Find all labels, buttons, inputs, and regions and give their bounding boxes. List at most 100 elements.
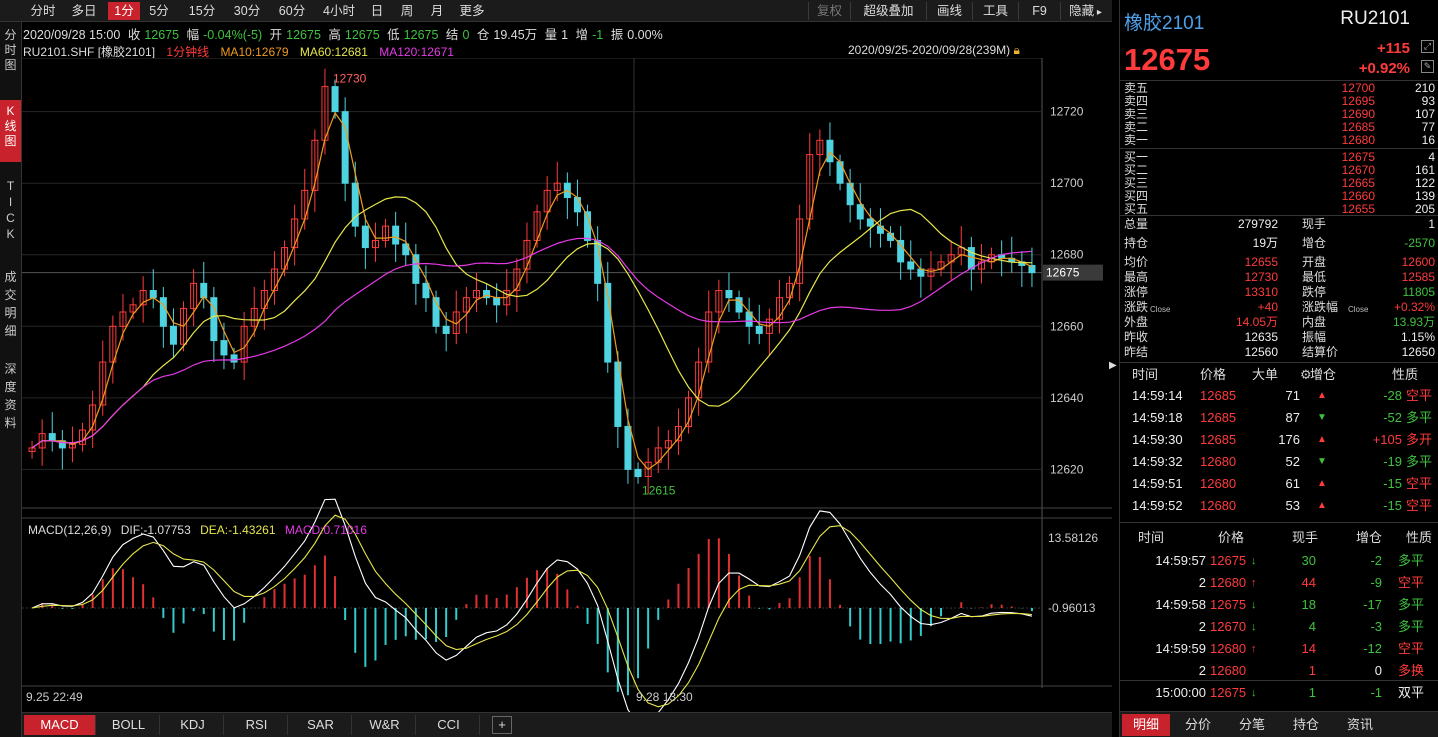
- big-order-row[interactable]: 14:59:51 12680 61 ▲ -15 空平: [1120, 473, 1438, 495]
- orderbook-volume: 93: [1421, 94, 1435, 108]
- nav-depth-data[interactable]: 深 度 资 料: [4, 362, 17, 430]
- nav-fenshi-chart[interactable]: 分 时 图: [4, 28, 17, 72]
- tab-ticks[interactable]: 分笔: [1238, 717, 1265, 732]
- tools-button[interactable]: 工具: [972, 2, 1018, 20]
- tick-type: 多平: [1398, 553, 1425, 568]
- candle-body: [543, 189, 551, 213]
- candle-body: [614, 361, 622, 427]
- tick-row[interactable]: 14:59:58 12675 ↓ 18 -17 多平: [1120, 594, 1438, 616]
- tick-row[interactable]: 2 12680 ↑ 44 -9 空平: [1120, 572, 1438, 594]
- tab-sar[interactable]: SAR: [290, 715, 352, 735]
- big-order-row[interactable]: 14:59:14 12685 71 ▲ -28 空平: [1120, 385, 1438, 407]
- tick-row[interactable]: 14:59:57 12675 ↓ 30 -2 多平: [1120, 550, 1438, 572]
- period-tab-15min[interactable]: 15分: [188, 4, 216, 18]
- tab-boll[interactable]: BOLL: [98, 715, 160, 735]
- orderbook-row[interactable]: 买二 161 12670: [1124, 164, 1435, 177]
- macd-top-label: 13.58126: [1048, 531, 1098, 545]
- stat-value: 12585: [1401, 270, 1435, 284]
- tab-news[interactable]: 资讯: [1346, 717, 1373, 732]
- tick-time: 15:00:00: [1155, 685, 1206, 700]
- period-tab-month[interactable]: 月: [430, 4, 444, 18]
- period-tab-5min[interactable]: 5分: [149, 4, 169, 18]
- add-indicator-icon[interactable]: +: [492, 716, 512, 734]
- orderbook-volume: 205: [1414, 202, 1435, 216]
- super-overlay-button[interactable]: 超级叠加: [850, 2, 926, 20]
- arrow-up-icon: ↑: [1251, 577, 1257, 589]
- period-tab-1min[interactable]: 1分: [108, 2, 140, 20]
- restore-rights-button[interactable]: 复权: [808, 2, 850, 20]
- orderbook-row[interactable]: 卖四 93 12695: [1124, 95, 1435, 108]
- big-order-row[interactable]: 14:59:52 12680 53 ▲ -15 空平: [1120, 495, 1438, 517]
- big-order-row[interactable]: 14:59:32 12680 52 ▼ -19 多平: [1120, 451, 1438, 473]
- tab-details[interactable]: 明细: [1122, 714, 1170, 736]
- period-tab-60min[interactable]: 60分: [278, 4, 306, 18]
- tab-kdj[interactable]: KDJ: [162, 715, 224, 735]
- edit-icon[interactable]: ✎: [1421, 60, 1434, 73]
- orderbook-row[interactable]: 买三 122 12665: [1124, 177, 1435, 190]
- column-header: 增仓: [1356, 530, 1383, 545]
- stat-row: 涨停 13310 跌停 11805: [1124, 286, 1435, 301]
- orderbook-row[interactable]: 买一 4 12675: [1124, 151, 1435, 164]
- tab-cci[interactable]: CCI: [418, 715, 480, 735]
- big-order-row[interactable]: 14:59:18 12685 87 ▼ -52 多平: [1120, 407, 1438, 429]
- candle-body: [664, 440, 672, 449]
- candle-body: [705, 311, 713, 363]
- period-tab-multiday[interactable]: 多日: [71, 4, 97, 18]
- orderbook-row[interactable]: 卖五 210 12700: [1124, 82, 1435, 95]
- period-tab-fenshi[interactable]: 分时: [30, 4, 56, 18]
- orderbook-volume: 161: [1414, 163, 1435, 177]
- big-order-row[interactable]: 14:59:30 12685 176 ▲ +105 多开: [1120, 429, 1438, 451]
- tick-row[interactable]: 14:59:59 12680 ↑ 14 -12 空平: [1120, 638, 1438, 660]
- period-tab-week[interactable]: 周: [400, 4, 414, 18]
- orderbook-price-r: 12660: [1341, 189, 1375, 203]
- tab-wr[interactable]: W&R: [354, 715, 416, 735]
- period-tab-4hour[interactable]: 4小时: [323, 4, 355, 18]
- tab-rsi[interactable]: RSI: [226, 715, 288, 735]
- orderbook-price-r: 12690: [1341, 107, 1375, 121]
- vol-label: 量: [544, 28, 558, 42]
- nav-kline-chart[interactable]: K 线 图: [0, 100, 21, 162]
- trade-oi-change: -15: [1383, 498, 1402, 513]
- draw-line-button[interactable]: 画线: [926, 2, 972, 20]
- period-tab-30min[interactable]: 30分: [233, 4, 261, 18]
- y-tick-label: 12660: [1050, 319, 1084, 333]
- last-price: 12675: [1124, 42, 1211, 77]
- period-tab-day[interactable]: 日: [370, 4, 384, 18]
- lock-icon[interactable]: 🔒︎: [1013, 43, 1020, 57]
- trade-oi-change: +105: [1372, 432, 1402, 447]
- nav-trade-details[interactable]: 成 交 明 细: [4, 270, 17, 338]
- tick-volume: 30: [1301, 553, 1316, 568]
- f9-button[interactable]: F9: [1018, 2, 1060, 20]
- orderbook-row[interactable]: 买五 205 12655: [1124, 203, 1435, 216]
- collapse-panel-icon[interactable]: ▶: [1109, 360, 1117, 371]
- tab-positions[interactable]: 持仓: [1292, 717, 1319, 732]
- popout-icon[interactable]: ⤢: [1421, 40, 1434, 53]
- period-tab-more[interactable]: 更多: [459, 4, 485, 18]
- tick-row[interactable]: 15:00:00 12675 ↓ 1 -1 双平: [1120, 682, 1438, 704]
- tab-price-dist[interactable]: 分价: [1184, 717, 1211, 732]
- tick-volume: 14: [1301, 641, 1316, 656]
- hide-button[interactable]: 隐藏 ▸: [1060, 2, 1110, 20]
- orderbook-row[interactable]: 买四 139 12660: [1124, 190, 1435, 203]
- kline-chart[interactable]: 12720 12700 12680 12660 12640 12620 12675 12730…: [22, 58, 1112, 712]
- legend-ma10: MA10:12679: [220, 45, 289, 59]
- candle-body: [169, 325, 177, 345]
- right-panel-tabs: 明细 分价 分笔 持仓 资讯: [1120, 711, 1438, 737]
- tick-row[interactable]: 2 12670 ↓ 4 -3 多平: [1120, 616, 1438, 638]
- x-axis-label: 9.25 22:49: [26, 690, 83, 704]
- y-tick-label: 12700: [1050, 176, 1084, 190]
- tick-row[interactable]: 2 12680 1 0 多换: [1120, 660, 1438, 682]
- orderbook-row[interactable]: 卖一 16 12680: [1124, 134, 1435, 147]
- nav-tick[interactable]: T I C K: [6, 179, 15, 241]
- tab-macd[interactable]: MACD: [24, 715, 96, 735]
- orderbook-price-r: 12665: [1341, 176, 1375, 190]
- settings-icon[interactable]: ⚙: [1300, 367, 1312, 382]
- trade-time: 14:59:18: [1132, 410, 1183, 425]
- trade-price: 12680: [1200, 498, 1237, 513]
- candle-body: [250, 307, 258, 327]
- orderbook-row[interactable]: 卖二 77 12685: [1124, 121, 1435, 134]
- legend-kline: 1分钟线: [166, 45, 210, 59]
- column-header: 价格: [1200, 367, 1227, 382]
- orderbook-row[interactable]: 卖三 107 12690: [1124, 108, 1435, 121]
- trade-oi-change: -19: [1383, 454, 1402, 469]
